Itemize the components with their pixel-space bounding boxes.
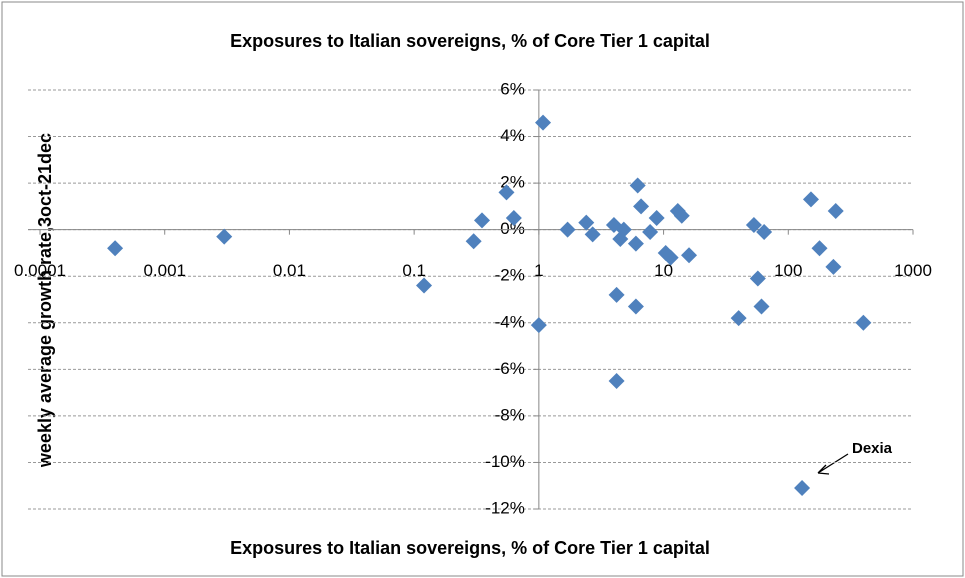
point	[107, 240, 124, 257]
x-tick-label: 0.1	[402, 261, 426, 280]
point	[584, 226, 601, 243]
chart-title: Exposures to Italian sovereigns, % of Co…	[230, 31, 710, 51]
point	[794, 480, 811, 497]
x-tick-label: 0.0001	[14, 261, 66, 280]
point	[530, 317, 547, 334]
point	[730, 310, 747, 327]
x-tick-label: 1000	[894, 261, 932, 280]
y-tick-label: -12%	[485, 498, 525, 517]
y-tick-label: -8%	[495, 405, 525, 424]
point	[627, 298, 644, 315]
y-tick-label: -2%	[495, 266, 525, 285]
y-tick-label: -6%	[495, 359, 525, 378]
point	[505, 210, 522, 227]
point	[416, 277, 433, 294]
x-tick-label: 100	[774, 261, 802, 280]
y-tick-label: -4%	[495, 312, 525, 331]
point	[465, 233, 482, 250]
x-tick-label: 0.01	[273, 261, 306, 280]
point	[648, 210, 665, 227]
y-tick-label: 6%	[500, 79, 525, 98]
point	[629, 177, 646, 194]
point	[578, 214, 595, 231]
point	[802, 191, 819, 208]
x-axis-title: Exposures to Italian sovereigns, % of Co…	[230, 538, 710, 558]
point	[673, 207, 690, 224]
point	[615, 221, 632, 238]
point	[855, 314, 872, 331]
annotation: Dexia	[852, 440, 893, 457]
y-tick-label: 4%	[500, 126, 525, 145]
point	[662, 249, 679, 266]
point	[627, 235, 644, 252]
y-tick-label: -10%	[485, 452, 525, 471]
point	[535, 114, 552, 131]
x-tick-label: 1	[534, 261, 543, 280]
y-tick-label: 0%	[500, 219, 525, 238]
point	[811, 240, 828, 257]
point	[608, 372, 625, 389]
point	[633, 198, 650, 215]
point	[559, 221, 576, 238]
point	[216, 228, 233, 245]
annotation-arrow	[817, 453, 849, 475]
point	[745, 217, 762, 234]
point	[642, 223, 659, 240]
point	[753, 298, 770, 315]
y-axis-title: weekly average growth rate,3oct-21dec	[35, 133, 55, 468]
point	[681, 247, 698, 264]
point	[498, 184, 515, 201]
point	[825, 258, 842, 275]
point	[827, 203, 844, 220]
point	[608, 286, 625, 303]
x-tick-label: 10	[654, 261, 673, 280]
x-tick-label: 0.001	[143, 261, 186, 280]
point	[756, 223, 773, 240]
point	[749, 270, 766, 287]
point	[473, 212, 490, 229]
point	[657, 244, 674, 261]
